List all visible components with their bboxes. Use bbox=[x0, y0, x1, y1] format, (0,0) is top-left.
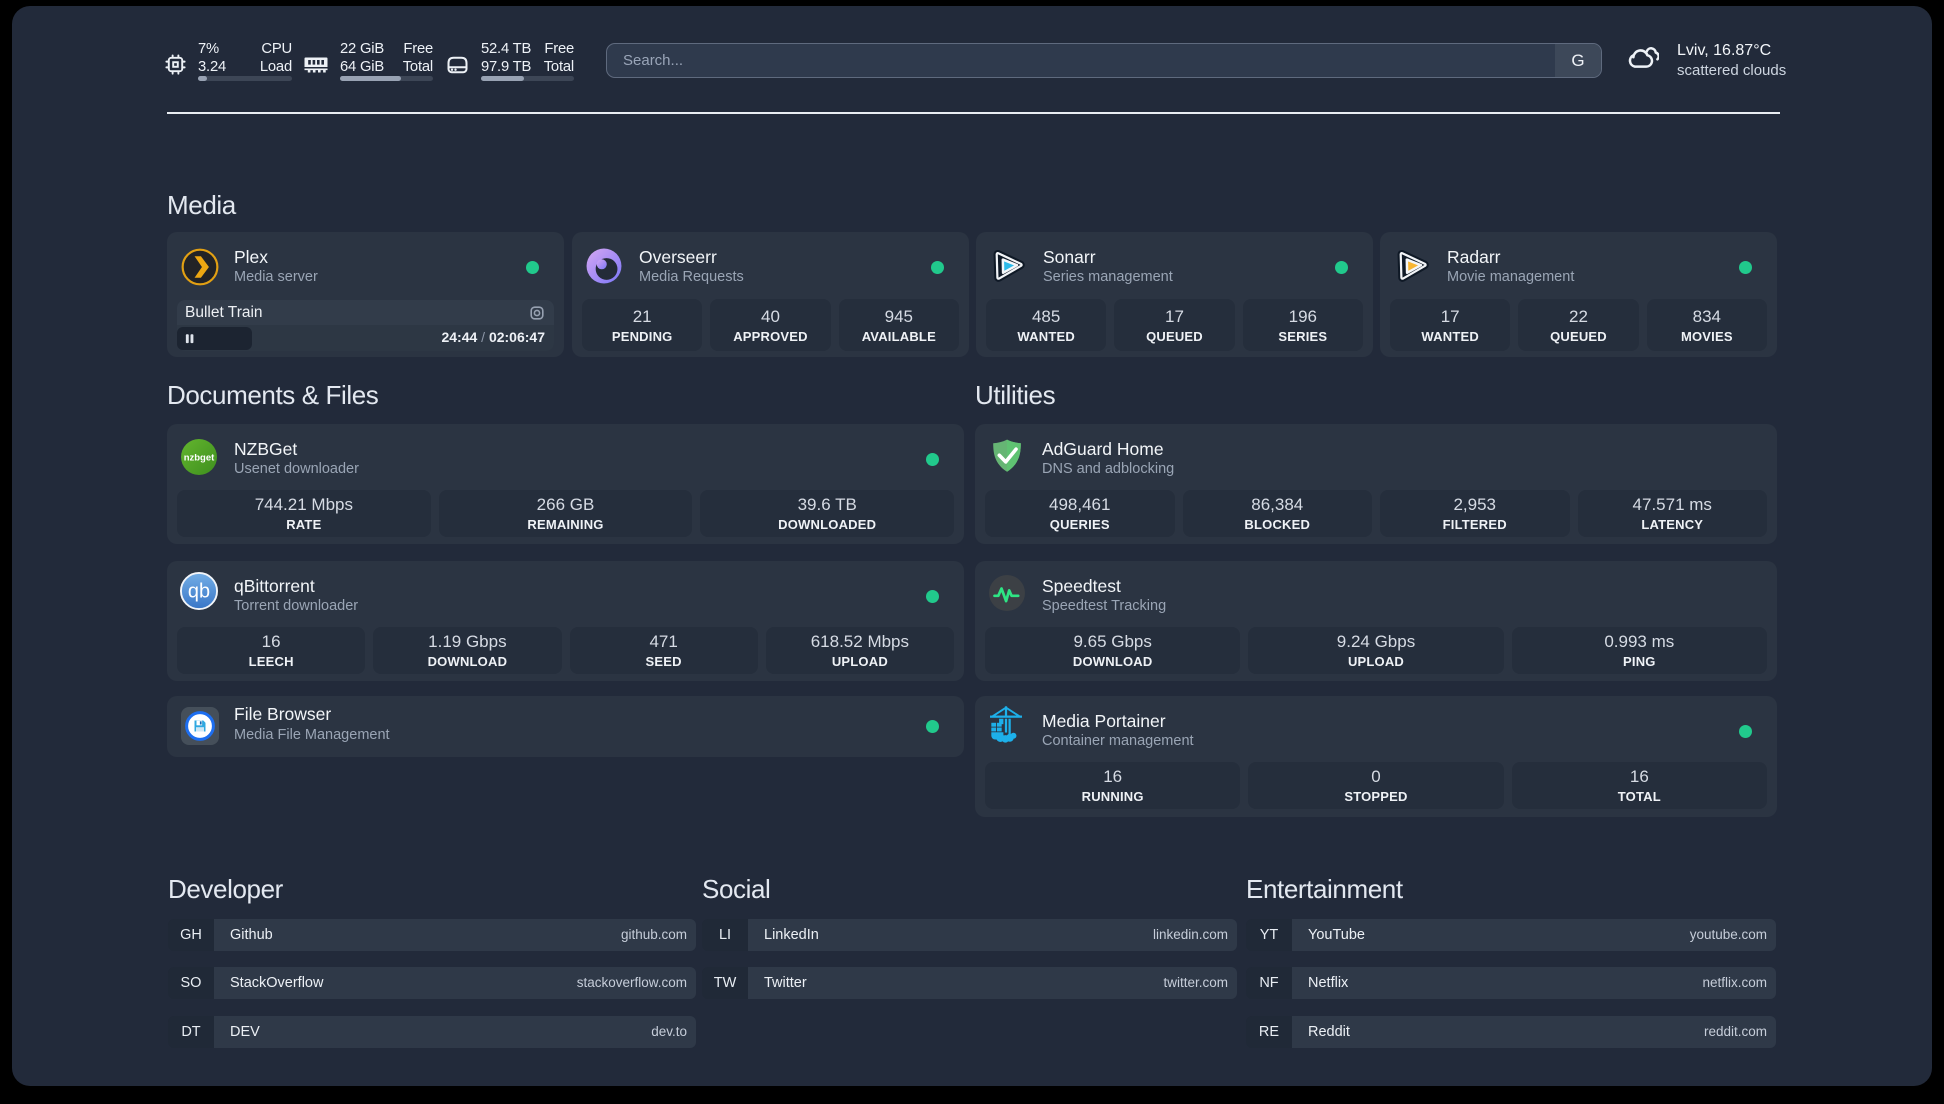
svg-text:qb: qb bbox=[188, 581, 210, 603]
svg-text:nzbget: nzbget bbox=[184, 453, 215, 464]
